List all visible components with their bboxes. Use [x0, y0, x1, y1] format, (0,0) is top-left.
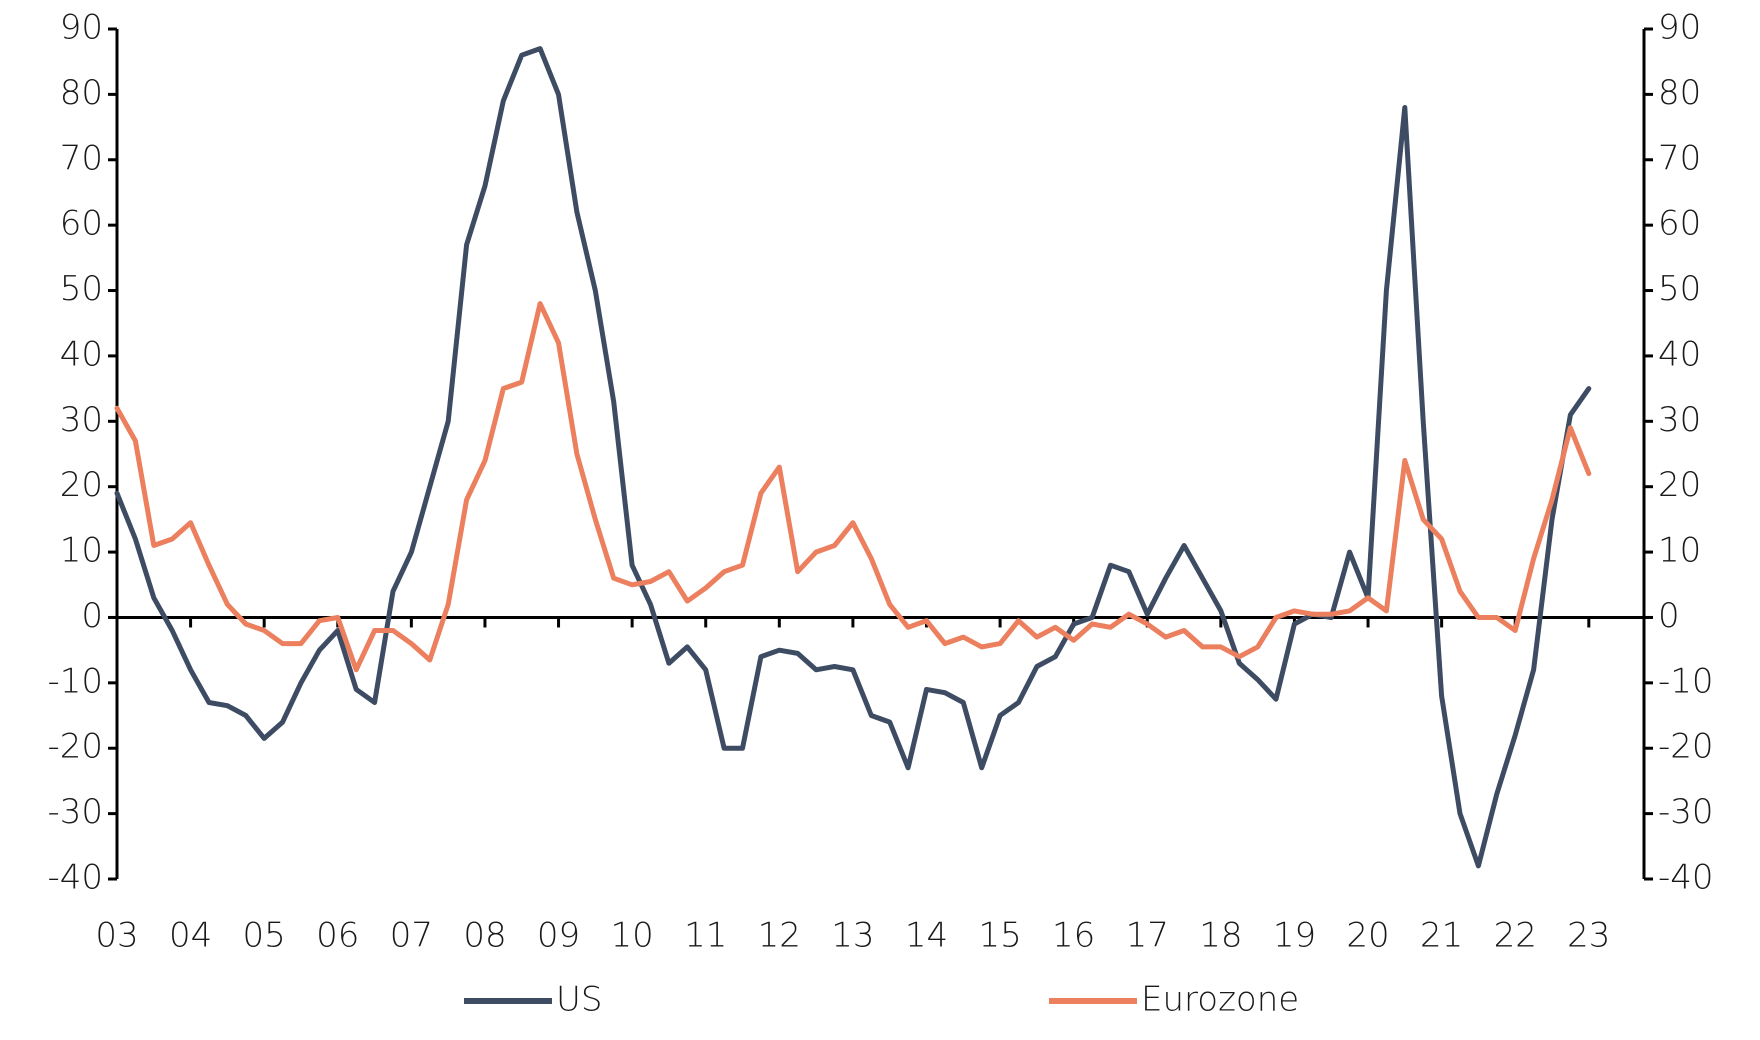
x-tick-label: 05: [243, 916, 286, 956]
x-tick-label: 18: [1199, 916, 1242, 956]
y-tick-label: 10: [60, 531, 103, 571]
x-tick-label: 07: [390, 916, 433, 956]
y2-tick-label: -30: [1658, 792, 1714, 832]
y-tick-label: 50: [60, 269, 103, 309]
x-tick-label: 14: [905, 916, 948, 956]
x-tick-label: 11: [684, 916, 727, 956]
y-tick-label: 80: [60, 73, 103, 113]
y2-tick-label: -10: [1658, 661, 1714, 701]
x-tick-label: 20: [1346, 916, 1389, 956]
y2-tick-label: 10: [1658, 531, 1701, 571]
y2-tick-label: 70: [1658, 138, 1701, 178]
y-tick-label: 90: [60, 8, 103, 48]
y2-tick-label: 60: [1658, 204, 1701, 244]
x-tick-label: 03: [95, 916, 138, 956]
y-tick-label: 0: [81, 596, 103, 636]
series-line: [114, 301, 1592, 673]
x-tick-label: 13: [831, 916, 874, 956]
x-tick-label: 10: [610, 916, 653, 956]
y-tick-label: 60: [60, 204, 103, 244]
x-tick-label: 12: [758, 916, 801, 956]
x-tick-label: 23: [1567, 916, 1610, 956]
x-tick-label: 04: [169, 916, 212, 956]
x-tick-label: 06: [316, 916, 359, 956]
y2-tick-label: -40: [1658, 858, 1714, 898]
y2-tick-label: 50: [1658, 269, 1701, 309]
y-tick-label: -40: [47, 858, 103, 898]
y2-tick-label: 40: [1658, 334, 1701, 374]
x-tick-label: 15: [978, 916, 1021, 956]
y-tick-label: -10: [47, 661, 103, 701]
y2-tick-label: 90: [1658, 8, 1701, 48]
y2-tick-label: 20: [1658, 465, 1701, 505]
y2-tick-label: 30: [1658, 400, 1701, 440]
legend-label: Eurozone: [1141, 980, 1299, 1020]
x-tick-label: 09: [537, 916, 580, 956]
x-tick-label: 17: [1126, 916, 1169, 956]
y2-tick-label: 0: [1658, 596, 1680, 636]
x-tick-label: 08: [463, 916, 506, 956]
x-tick-label: 16: [1052, 916, 1095, 956]
y-tick-label: -30: [47, 792, 103, 832]
legend-label: US: [556, 980, 602, 1020]
x-tick-label: 21: [1420, 916, 1463, 956]
series-line: [114, 46, 1592, 869]
y-tick-label: 20: [60, 465, 103, 505]
y-tick-label: 30: [60, 400, 103, 440]
y-tick-label: -20: [47, 727, 103, 767]
y-tick-label: 40: [60, 334, 103, 374]
x-tick-label: 22: [1494, 916, 1537, 956]
y2-tick-label: -20: [1658, 727, 1714, 767]
x-tick-label: 19: [1273, 916, 1316, 956]
y2-tick-label: 80: [1658, 73, 1701, 113]
y-tick-label: 70: [60, 138, 103, 178]
